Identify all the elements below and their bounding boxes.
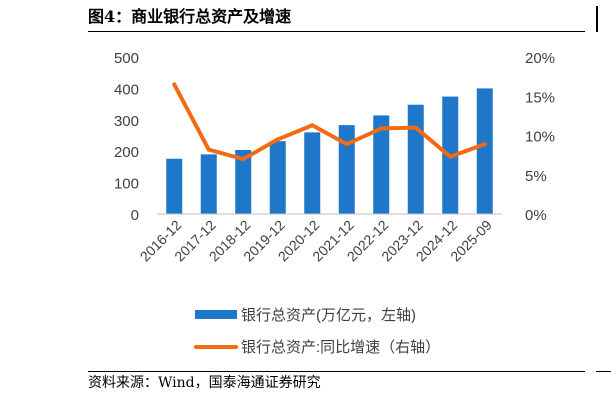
legend-bar-label: 银行总资产(万亿元，左轴) — [241, 307, 416, 324]
bar — [338, 125, 355, 214]
growth-point — [206, 147, 211, 152]
legend-line-label: 银行总资产:同比增速（右轴） — [241, 339, 440, 356]
growth-point — [172, 82, 177, 87]
bar — [200, 154, 217, 214]
growth-point — [413, 125, 418, 130]
right-axis: 0% 5% 10% 15% 20% — [525, 50, 555, 224]
bar — [235, 149, 252, 214]
left-tick-label: 300 — [114, 113, 139, 130]
growth-point — [344, 142, 349, 147]
bar — [166, 158, 183, 214]
right-tick-label: 5% — [525, 168, 547, 185]
growth-point — [310, 123, 315, 128]
bar — [407, 104, 424, 214]
figure-title: 图4：商业银行总资产及增速 — [88, 7, 292, 26]
growth-point — [448, 154, 453, 159]
growth-point — [275, 137, 280, 142]
right-tick-label: 0% — [525, 207, 547, 224]
growth-point — [379, 126, 384, 131]
adjacent-figure-edge — [596, 6, 611, 32]
bar — [476, 88, 493, 214]
x-axis-labels: 2016-122017-122018-122019-122020-122021-… — [137, 217, 495, 265]
right-tick-label: 20% — [525, 50, 555, 67]
bar-series — [166, 88, 493, 214]
line-series — [172, 82, 487, 162]
growth-point — [482, 142, 487, 147]
left-axis: 0 100 200 300 400 500 — [114, 50, 139, 224]
left-tick-label: 100 — [114, 176, 139, 193]
adjacent-figure-rule — [596, 371, 611, 372]
legend-bar-swatch — [195, 310, 237, 319]
bar — [373, 115, 390, 214]
left-tick-label: 500 — [114, 50, 139, 67]
left-tick-label: 0 — [131, 207, 139, 224]
bar — [269, 141, 286, 214]
left-tick-label: 200 — [114, 144, 139, 161]
left-tick-label: 400 — [114, 81, 139, 98]
legend: 银行总资产(万亿元，左轴) 银行总资产:同比增速（右轴） — [194, 307, 440, 356]
right-tick-label: 15% — [525, 89, 555, 106]
footer-rule — [88, 371, 585, 372]
source-note: 资料来源：Wind，国泰海通证券研究 — [88, 375, 321, 391]
figure-header: 图4：商业银行总资产及增速 — [88, 6, 585, 30]
bar — [304, 132, 321, 214]
title-rule — [88, 31, 585, 32]
right-tick-label: 10% — [525, 129, 555, 146]
growth-line — [172, 82, 487, 162]
growth-point — [241, 157, 246, 162]
